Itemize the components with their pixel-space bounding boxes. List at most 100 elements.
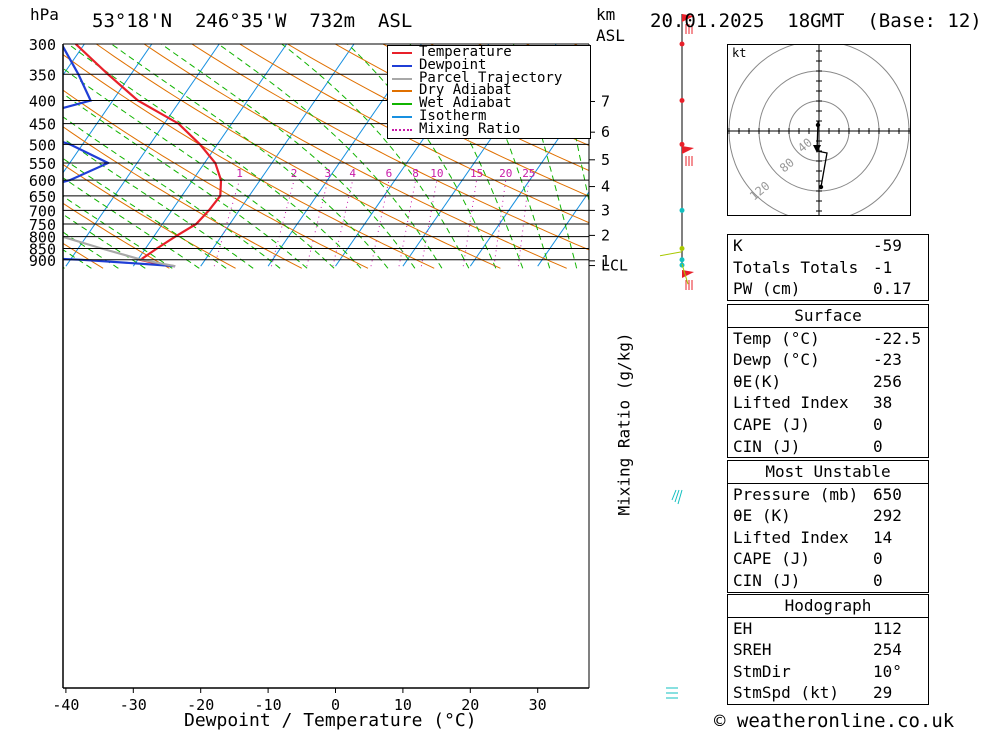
x-tick-label: 0	[331, 696, 340, 714]
altitude-tick-label: 2	[601, 226, 610, 244]
dry-adiabat-line	[921, 31, 1000, 269]
mixing-ratio-label: 25	[522, 167, 535, 180]
pressure-tick-label: 800	[29, 229, 56, 247]
asl-axis-label: ASL	[596, 26, 625, 45]
mu-index-label: θE (K)	[733, 506, 791, 526]
pressure-tick-label: 350	[29, 66, 56, 84]
wet-adiabat-line	[280, 44, 470, 269]
mu-index-row: CIN (J) 0	[728, 570, 928, 592]
mu-index-row: Lifted Index 14	[728, 527, 928, 549]
legend-entry: Mixing Ratio	[388, 122, 590, 136]
legend-entry: Dewpoint	[388, 56, 590, 73]
dry-adiabat-line	[63, 53, 435, 269]
isotherm-line	[537, 190, 589, 267]
wind-profile	[659, 14, 694, 699]
pressure-tick-label: 850	[29, 241, 56, 259]
index-value: 0.17	[873, 279, 912, 299]
wind-flag	[682, 270, 694, 278]
mu-index-label: CIN (J)	[733, 570, 801, 590]
pressure-tick-label: 650	[29, 188, 56, 206]
wind-flag	[682, 146, 694, 154]
mu-index-label: Pressure (mb)	[733, 484, 859, 504]
dry-adiabat-line	[63, 242, 104, 269]
altitude-tick-label: 5	[601, 151, 610, 169]
wind-level-dot	[679, 41, 685, 47]
pressure-tick-label: 700	[29, 202, 56, 220]
x-tick-label: -20	[187, 696, 214, 714]
dry-adiabat-line	[190, 44, 589, 251]
surface-index-label: CAPE (J)	[733, 414, 811, 434]
mixing-ratio-label: 4	[349, 167, 356, 180]
legend-label: Parcel Trajectory	[419, 69, 563, 86]
surface-index-value: 38	[873, 393, 893, 413]
location-title: 53°18'N 246°35'W 732m ASL	[92, 10, 413, 32]
wet-adiabat-line	[63, 231, 119, 269]
surface-index-value: 0	[873, 414, 883, 434]
hodograph-point	[818, 184, 824, 190]
hodo-index-row: StmSpd (kt) 29	[728, 682, 928, 704]
datetime-title: 20.01.2025 18GMT (Base: 12)	[650, 10, 982, 32]
hodo-index-label: SREH	[733, 640, 772, 660]
surface-index-label: Dewp (°C)	[733, 350, 820, 370]
index-row: Totals Totals -1	[728, 257, 928, 279]
surface-index-row: CAPE (J) 0	[728, 414, 928, 436]
pressure-tick-label: 300	[29, 36, 56, 54]
mixing-ratio-line	[270, 180, 295, 267]
legend-swatch	[392, 115, 412, 118]
wind-barb	[671, 489, 677, 501]
hodograph-ring-label: 120	[747, 179, 773, 204]
dry-adiabat-line	[968, 31, 1000, 269]
hodograph-trace	[816, 120, 828, 188]
altitude-tick-label: 1	[601, 252, 610, 270]
diagram-axes: 1 2 3 4 6 8 10 15 20 2530035040045050055060065070…	[29, 36, 628, 714]
x-tick-label: -10	[255, 696, 282, 714]
legend-entry: Wet Adiabat	[388, 96, 590, 110]
dry-adiabat-line	[143, 44, 567, 269]
legend-swatch	[392, 103, 412, 106]
temperature-line	[74, 44, 223, 268]
surface-title: Surface	[728, 305, 928, 328]
altitude-tick-label: 4	[601, 178, 610, 196]
hodo-index-row: SREH 254	[728, 639, 928, 661]
mu-index-value: 14	[873, 527, 893, 547]
wind-barb	[677, 489, 683, 505]
isotherm-line	[200, 44, 355, 267]
wet-adiabat-line	[67, 44, 362, 269]
wind-barb	[674, 489, 680, 503]
mixing-ratio-line	[398, 180, 417, 267]
surface-index-value: -22.5	[873, 328, 922, 348]
wet-adiabat-line	[63, 195, 173, 269]
surface-indices-table: Surface Temp (°C) -22.5 Dewp (°C) -23 θE(K) 2…	[727, 304, 929, 459]
hodo-index-label: StmSpd (kt)	[733, 683, 839, 703]
mixing-ratio-label: 10	[430, 167, 443, 180]
legend-label: Dry Adiabat	[419, 82, 512, 99]
altitude-tick-label: 6	[601, 123, 610, 141]
surface-index-value: 0	[873, 436, 883, 456]
wet-adiabat-line	[63, 157, 227, 269]
legend-label: Dewpoint	[419, 56, 487, 73]
index-row: K -59	[728, 235, 928, 257]
legend-swatch	[392, 52, 412, 54]
isotherm-line	[63, 44, 86, 76]
pressure-tick-label: 450	[29, 116, 56, 134]
dry-adiabat-line	[63, 202, 170, 269]
x-tick-label: 20	[461, 696, 479, 714]
wind-barb	[659, 251, 683, 257]
surface-index-label: Temp (°C)	[733, 328, 820, 348]
hodo-index-value: 254	[873, 640, 902, 660]
altitude-tick-label: 3	[601, 201, 610, 219]
stability-indices-table: K -59 Totals Totals -1 PW (cm) 0.17	[727, 234, 929, 301]
most-unstable-title: Most Unstable	[728, 461, 928, 484]
most-unstable-table: Most Unstable Pressure (mb) 650 θE (K) 292 L…	[727, 460, 929, 593]
legend-entry: Parcel Trajectory	[388, 69, 590, 86]
legend-entry: Dry Adiabat	[388, 84, 590, 97]
index-label: PW (cm)	[733, 279, 801, 299]
wind-barb	[681, 263, 689, 285]
chart-legend: Temperature Dewpoint Parcel Trajectory Dry …	[387, 45, 591, 139]
mu-index-value: 650	[873, 484, 902, 504]
surface-index-label: CIN (J)	[733, 436, 801, 456]
hodo-index-label: StmDir	[733, 661, 791, 681]
wet-adiabat-line	[512, 44, 578, 269]
hpa-axis-label: hPa	[30, 5, 59, 24]
